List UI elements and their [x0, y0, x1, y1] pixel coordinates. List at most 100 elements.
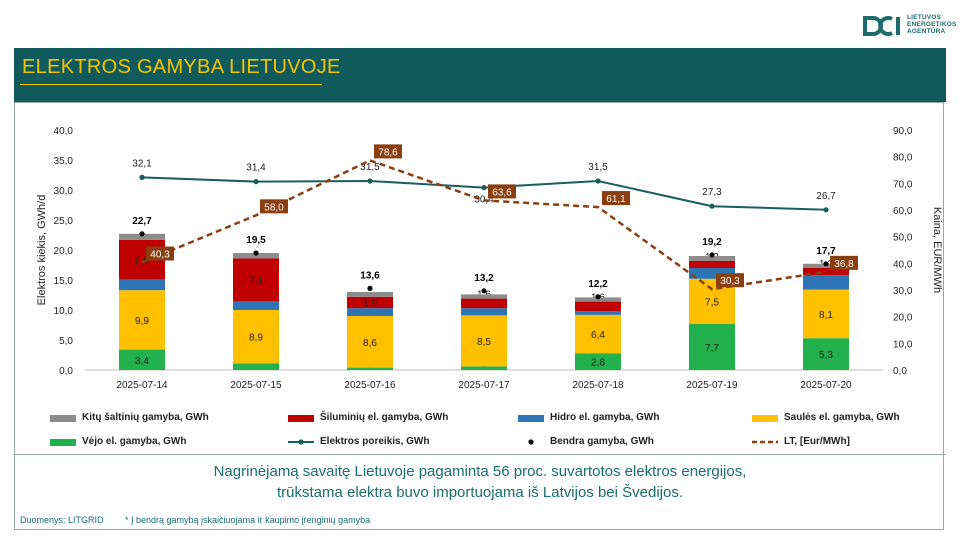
bar-segment — [119, 279, 165, 291]
x-tick-label: 2025-07-20 — [800, 380, 852, 391]
y2-tick-label: 80,0 — [893, 153, 913, 164]
total-production-label: 19,2 — [702, 237, 722, 248]
summary-line-2: trūkstama elektra buvo importuojama iš L… — [276, 484, 684, 501]
legend-label: Kitų šaltinių gamyba, GWh — [82, 412, 209, 423]
title-bar: ELEKTROS GAMYBA LIETUVOJE — [14, 48, 946, 102]
bar-segment — [347, 316, 393, 368]
bar-segment — [461, 308, 507, 316]
legend-swatch — [50, 415, 76, 422]
price-label: 61,1 — [606, 194, 626, 205]
y2-tick-label: 40,0 — [893, 259, 913, 270]
bar-value-label: 8,6 — [363, 338, 377, 349]
y-tick-label: 10,0 — [54, 306, 74, 317]
summary-line-1: Nagrinėjamą savaitę Lietuvoje pagaminta … — [213, 463, 747, 480]
y2-tick-label: 0,0 — [893, 366, 907, 377]
total-production-label: 19,5 — [246, 235, 266, 246]
x-tick-label: 2025-07-16 — [344, 380, 396, 391]
bar-segment — [119, 290, 165, 350]
legend-label: Bendra gamyba, GWh — [550, 436, 654, 447]
bar-segment — [803, 338, 849, 370]
price-label-box — [374, 144, 402, 159]
total-production-label: 12,2 — [588, 279, 608, 290]
bar-segment — [347, 308, 393, 316]
legend-label: Vėjo el. gamyba, GWh — [82, 436, 187, 447]
bar-segment — [803, 268, 849, 276]
bar-segment — [461, 366, 507, 370]
bar-value-label: 8,5 — [477, 337, 491, 348]
demand-label: 27,3 — [702, 187, 722, 198]
legend-swatch — [50, 439, 76, 446]
bar-segment — [347, 296, 393, 309]
bar-segment — [575, 353, 621, 370]
price-label-box — [260, 199, 288, 214]
total-production-label: 22,7 — [132, 216, 152, 227]
price-label-box — [488, 184, 516, 199]
bar-value-label: 2,8 — [591, 358, 605, 369]
price-label: 30,3 — [720, 276, 740, 287]
demand-point — [823, 207, 829, 213]
bar-value-label: 8,1 — [819, 310, 833, 321]
bar-segment — [803, 275, 849, 290]
demand-point — [253, 179, 259, 185]
agency-logo: LIETUVOS ENERGETIKOS AGENTŪRA — [862, 12, 956, 42]
legend-label: Šiluminių el. gamyba, GWh — [320, 412, 449, 423]
bar-segment — [233, 363, 279, 370]
price-label: 78,6 — [378, 147, 398, 158]
data-source: Duomenys: LITGRID — [20, 515, 104, 525]
bar-segment — [575, 311, 621, 315]
bar-segment — [233, 253, 279, 259]
legend-item: Bendra gamyba, GWh — [516, 436, 654, 447]
price-label-box — [716, 273, 744, 288]
bar-segment — [233, 301, 279, 310]
y-tick-label: 0,0 — [59, 366, 73, 377]
bar-value-label: 5,3 — [819, 350, 833, 361]
x-tick-label: 2025-07-14 — [116, 380, 168, 391]
legend-label: Elektros poreikis, GWh — [320, 436, 430, 447]
bar-segment — [689, 268, 735, 279]
bar-segment — [233, 258, 279, 301]
bar-segment — [803, 289, 849, 339]
y2-tick-label: 30,0 — [893, 286, 913, 297]
price-label-box — [602, 191, 630, 206]
bar-segment — [689, 323, 735, 370]
legend-item: LT, [Eur/MWh] — [750, 436, 850, 447]
legend-item: Hidro el. gamyba, GWh — [516, 412, 659, 423]
legend-label: LT, [Eur/MWh] — [784, 436, 850, 447]
demand-point — [709, 203, 715, 209]
price-label: 63,6 — [492, 187, 512, 198]
bar-value-label: 6,4 — [591, 330, 605, 341]
y2-tick-label: 20,0 — [893, 313, 913, 324]
y2-tick-label: 90,0 — [893, 126, 913, 137]
demand-label: 31,4 — [246, 163, 266, 174]
y-tick-label: 20,0 — [54, 246, 74, 257]
legend-item: Elektros poreikis, GWh — [286, 436, 429, 447]
demand-point — [481, 185, 487, 191]
bar-segment — [347, 292, 393, 297]
price-label: 40,3 — [150, 250, 170, 261]
demand-point — [595, 178, 601, 184]
page-title: ELEKTROS GAMYBA LIETUVOJE — [22, 56, 341, 78]
chart-frame — [14, 102, 944, 530]
bar-segment — [575, 301, 621, 312]
demand-label: 26,7 — [816, 191, 836, 202]
note-divider — [14, 454, 946, 455]
footnote: * Į bendrą gamybą įskaičiuojama ir kaupi… — [125, 515, 371, 525]
y-tick-label: 25,0 — [54, 216, 74, 227]
y-tick-label: 30,0 — [54, 186, 74, 197]
total-production-point — [139, 231, 145, 237]
demand-point — [139, 174, 145, 180]
bar-value-label: 8,9 — [249, 333, 263, 344]
bar-segment — [689, 260, 735, 268]
legend-label: Hidro el. gamyba, GWh — [550, 412, 660, 423]
price-line — [141, 159, 827, 291]
bar-value-label: 9,9 — [135, 316, 149, 327]
price-label-box — [830, 255, 858, 270]
price-label-box — [146, 246, 174, 261]
total-production-point — [253, 250, 259, 256]
bar-segment — [461, 298, 507, 309]
bar-segment — [233, 310, 279, 364]
y-axis-title: Elektros kiekis, GWh/d — [36, 195, 48, 306]
y2-axis-title: Kaina, EUR/MWh — [931, 207, 943, 293]
total-production-label: 17,7 — [816, 246, 836, 257]
total-production-point — [595, 294, 601, 300]
